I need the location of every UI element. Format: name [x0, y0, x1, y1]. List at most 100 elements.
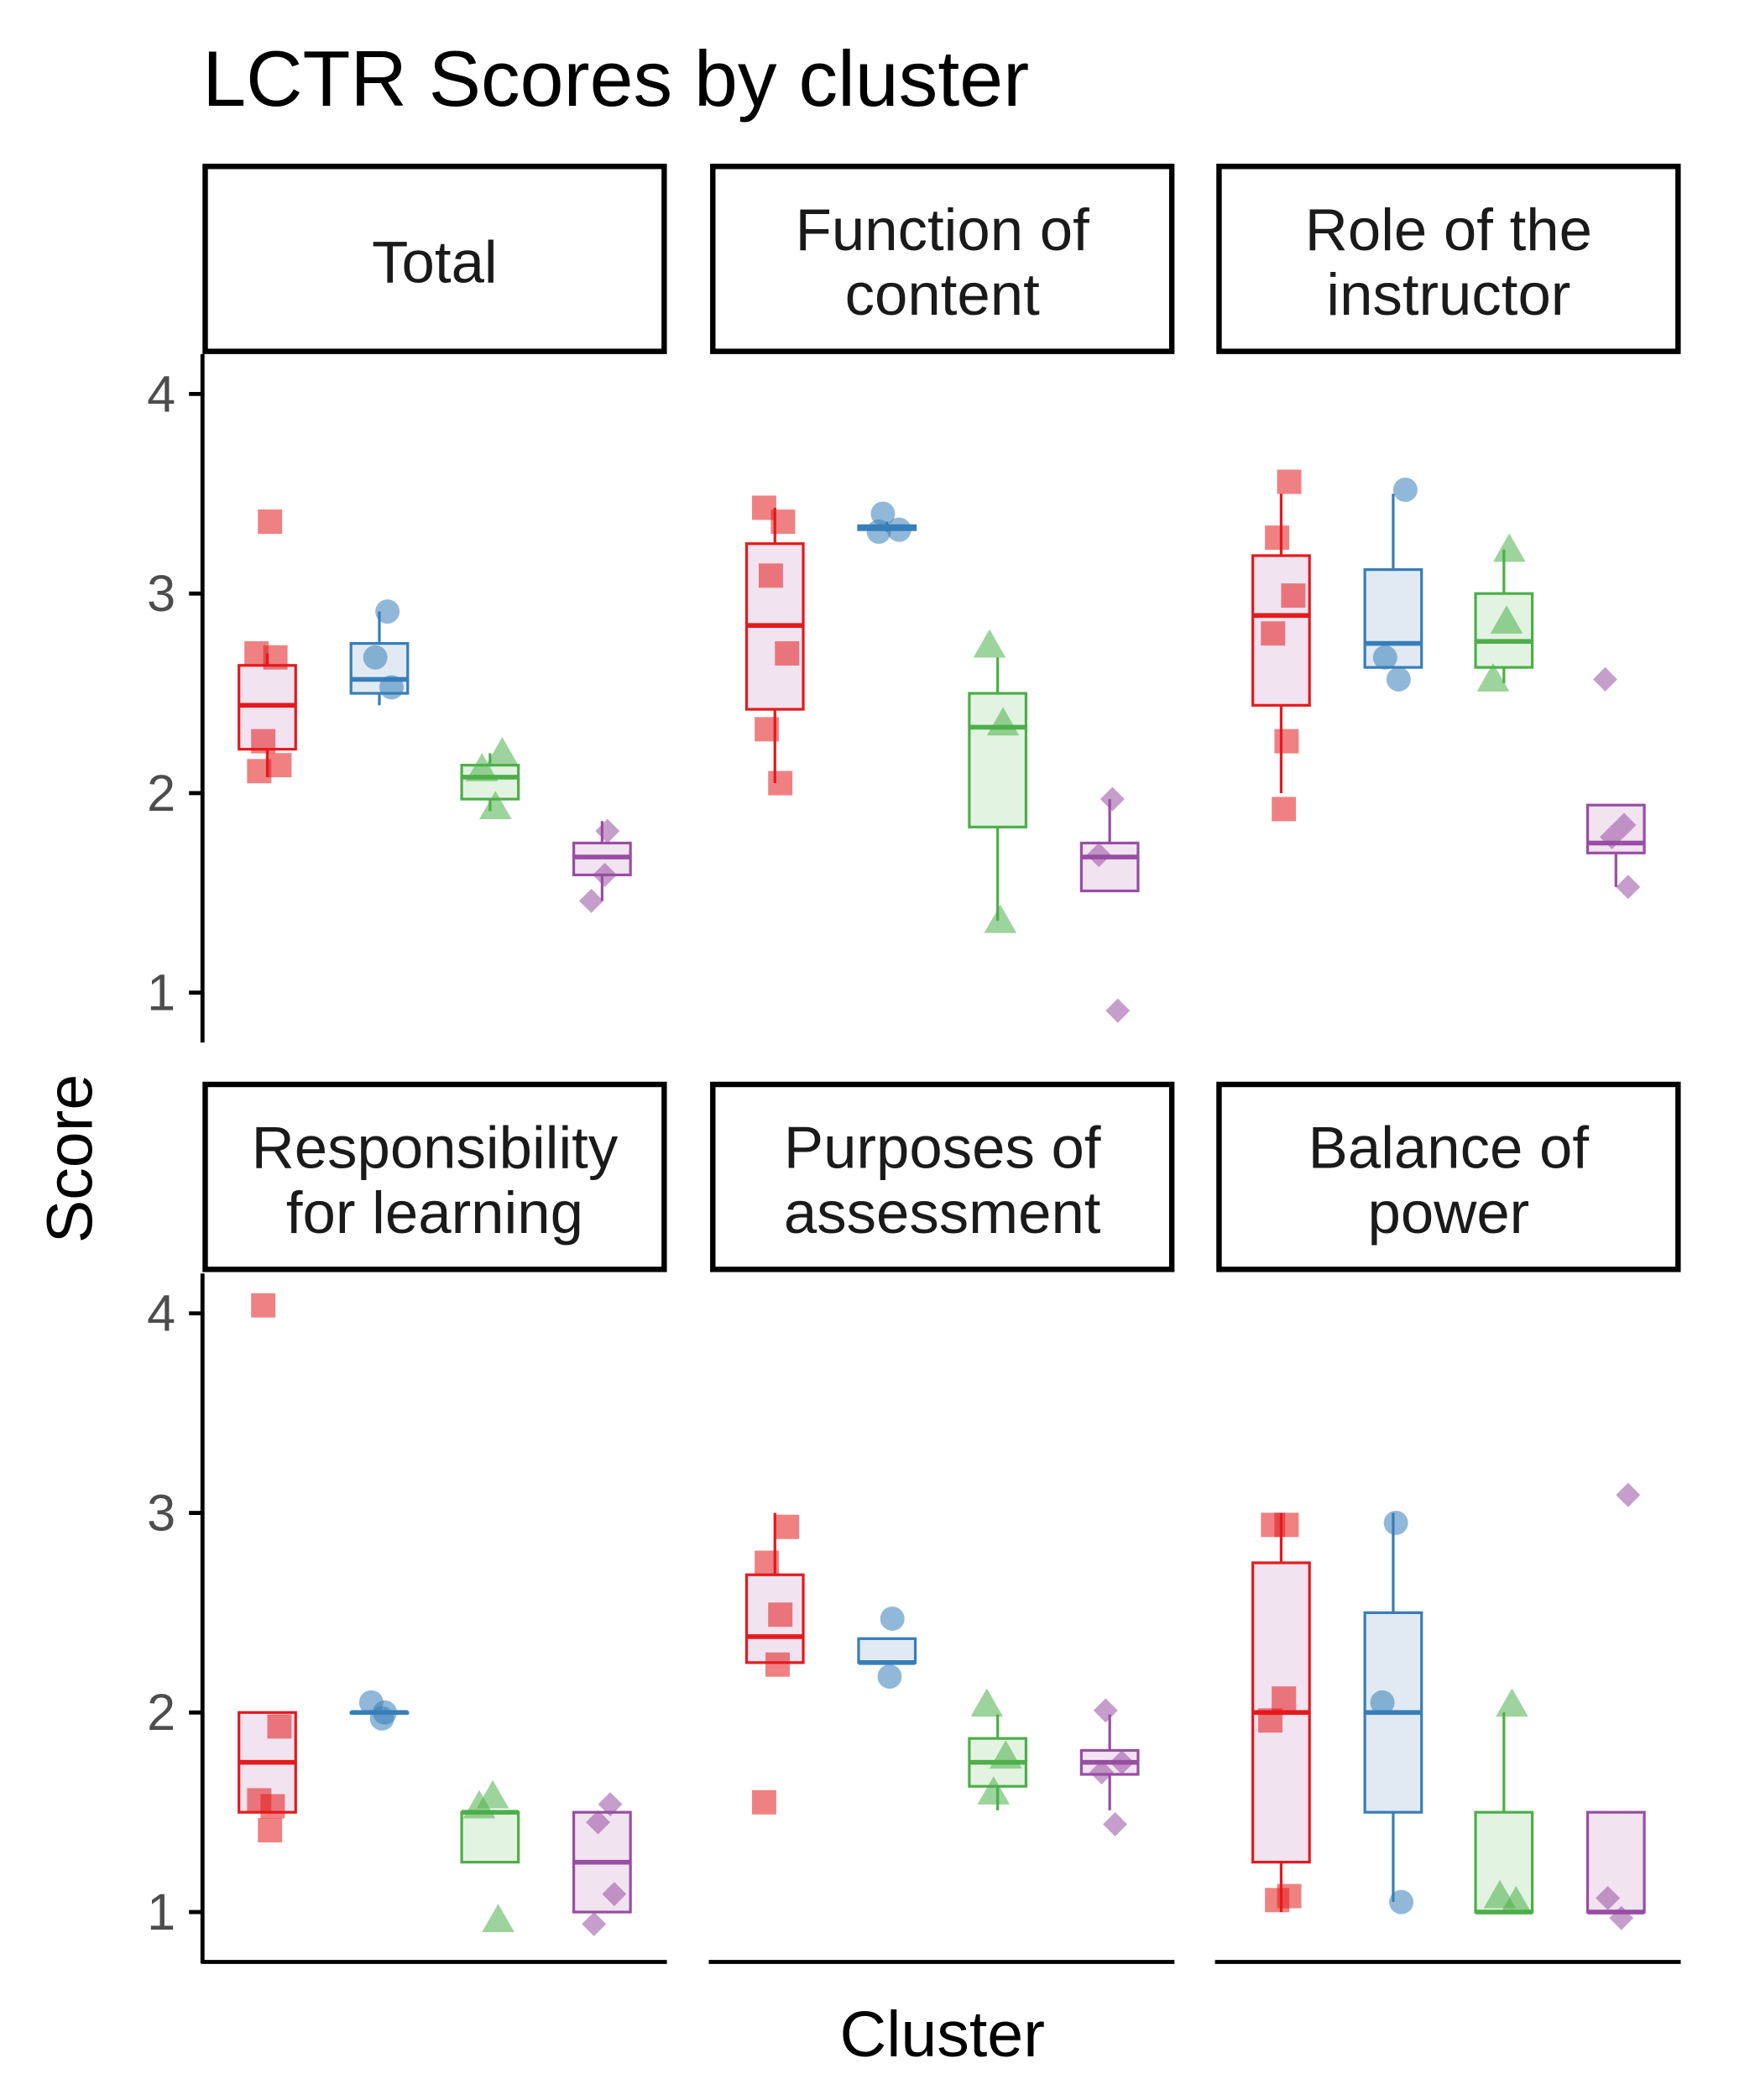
data-point [267, 1714, 292, 1739]
data-point [263, 645, 288, 670]
data-point [1372, 645, 1397, 670]
data-point [258, 509, 283, 535]
data-point [977, 1776, 1011, 1805]
data-point [1274, 729, 1299, 754]
data-point [1281, 583, 1306, 609]
data-point [1265, 525, 1290, 551]
data-point [1616, 1482, 1641, 1507]
data-point [260, 1794, 285, 1819]
data-point [1370, 1690, 1395, 1715]
data-point [582, 1911, 607, 1936]
boxplot-cluster-4 [572, 1792, 632, 1936]
box [968, 692, 1028, 828]
facet-strip [202, 164, 667, 354]
y-tick-label: 3 [147, 565, 175, 622]
boxplot-cluster-3 [968, 1688, 1028, 1810]
data-point [755, 717, 780, 742]
data-point [1099, 786, 1125, 812]
data-point [579, 888, 603, 913]
data-point [247, 759, 272, 784]
y-tick-label: 1 [147, 1883, 175, 1941]
y-tick-label: 2 [147, 765, 175, 822]
boxplot-cluster-1 [238, 1293, 297, 1843]
facet-label: instructor [1326, 261, 1570, 327]
data-point [877, 1664, 902, 1689]
data-point [1592, 666, 1617, 692]
data-point [1616, 875, 1641, 900]
facet-label: Purposes of [784, 1115, 1101, 1181]
boxplot-cluster-1 [238, 509, 297, 784]
facet-label: for learning [286, 1179, 583, 1246]
boxplot-cluster-3 [968, 629, 1028, 933]
data-point [970, 1688, 1004, 1717]
data-point [1272, 797, 1297, 822]
data-point [258, 1818, 283, 1843]
data-point [984, 904, 1017, 933]
data-point [880, 1606, 905, 1632]
data-point [1103, 1811, 1128, 1836]
data-point [1392, 478, 1418, 502]
boxplot-cluster-2 [1363, 478, 1423, 692]
data-point [751, 1789, 776, 1815]
data-point [602, 1882, 627, 1907]
data-point [369, 1706, 394, 1731]
facet-panel: Total 1 2 3 4 [147, 164, 667, 1043]
data-point [1490, 605, 1523, 634]
data-point [866, 519, 891, 544]
boxplot-cluster-4 [1585, 1482, 1646, 1930]
data-point [479, 791, 512, 820]
data-point [1386, 666, 1411, 692]
data-point [1277, 469, 1302, 494]
data-point [1500, 1885, 1533, 1915]
data-point [363, 645, 388, 670]
data-point [775, 641, 800, 666]
boxplot-cluster-4 [1079, 786, 1140, 1023]
y-tick-label: 2 [147, 1684, 175, 1741]
data-point [482, 1904, 514, 1933]
data-point [1389, 1889, 1414, 1915]
y-tick-label: 3 [147, 1484, 175, 1541]
facet-strip [710, 1081, 1175, 1272]
facet-label: Balance of [1308, 1115, 1590, 1181]
data-point [251, 1293, 276, 1318]
boxplot-cluster-2 [349, 599, 410, 706]
data-point [986, 707, 1020, 736]
boxplot-cluster-1 [1251, 469, 1311, 822]
boxplot-cluster-2 [857, 501, 917, 544]
facet-label: content [845, 261, 1040, 327]
data-point [1265, 1888, 1290, 1913]
data-point [1596, 1885, 1621, 1910]
chart-title: LCTR Scores by cluster [202, 35, 1029, 123]
boxplot-cluster-2 [857, 1606, 917, 1689]
facet-label: power [1368, 1179, 1530, 1246]
boxplot-cluster-4 [572, 818, 632, 913]
facet-strip [1216, 164, 1681, 354]
data-point [375, 599, 400, 624]
data-point [1274, 1512, 1299, 1538]
data-point [765, 1652, 790, 1677]
data-point [462, 1789, 496, 1819]
data-point [379, 675, 404, 700]
facet-label: Function of [796, 196, 1089, 263]
data-point [486, 737, 519, 765]
boxplot-cluster-3 [1474, 533, 1534, 692]
data-point [1272, 1686, 1297, 1711]
data-point [1496, 1688, 1528, 1717]
data-point [1093, 1698, 1118, 1723]
facet-strip [202, 1081, 667, 1272]
data-point [1609, 1905, 1634, 1930]
data-point [1492, 533, 1526, 562]
y-tick-label: 4 [147, 365, 175, 422]
data-point [1383, 1510, 1408, 1535]
data-point [595, 818, 620, 844]
boxplot-cluster-1 [744, 495, 805, 796]
boxplot-cluster-3 [460, 1779, 520, 1933]
facet-label: Total [372, 229, 497, 295]
data-point [768, 771, 793, 796]
data-point [1476, 663, 1510, 692]
